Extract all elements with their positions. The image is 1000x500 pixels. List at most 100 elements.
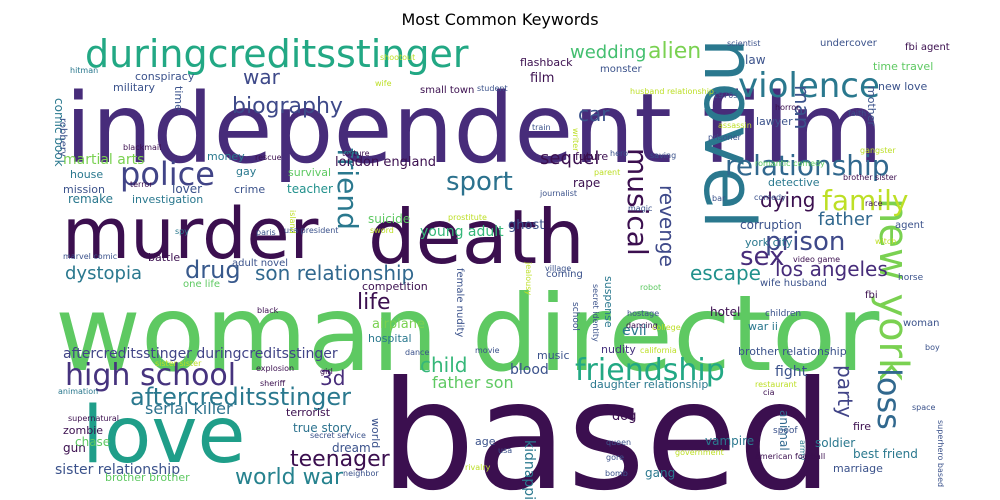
- word-house: house: [70, 168, 103, 181]
- word-gore: gore: [606, 453, 624, 462]
- word-1970s: 1970s: [713, 91, 738, 100]
- word-robbery: robbery: [57, 118, 68, 157]
- word-secret-service: secret service: [310, 431, 366, 440]
- word-party: party: [833, 365, 857, 418]
- word-mother: mother: [865, 86, 878, 126]
- word-college: college: [652, 323, 681, 332]
- word-father-son: father son: [432, 373, 514, 392]
- word-airplane: airplane: [372, 317, 425, 332]
- word-time-travel: time travel: [873, 60, 933, 73]
- word-witch: witch: [875, 237, 896, 246]
- word-novel: novel: [688, 38, 770, 229]
- word-soldier: soldier: [815, 436, 855, 450]
- word-detective: detective: [768, 176, 820, 189]
- word-island: island: [288, 210, 297, 234]
- word-bar: bar: [712, 194, 726, 203]
- word-military: military: [113, 81, 155, 94]
- word-family: family: [822, 184, 908, 217]
- word-writer: writer: [571, 128, 580, 152]
- word-police: police: [120, 155, 215, 193]
- word-prostitute: prostitute: [448, 213, 487, 222]
- word-dream: dream: [332, 441, 371, 455]
- word-dying: dying: [760, 188, 815, 212]
- word-true-story: true story: [293, 421, 352, 435]
- word-restaurant: restaurant: [755, 380, 797, 389]
- word-film: film: [530, 71, 554, 86]
- word-comedy: comedy: [754, 193, 786, 202]
- word-cia: cia: [763, 388, 775, 397]
- word-competition: competition: [362, 280, 428, 293]
- word-sheriff: sheriff: [260, 379, 286, 388]
- word-train: train: [532, 123, 551, 132]
- word-mission: mission: [63, 183, 105, 196]
- word-horror: horror: [775, 103, 800, 112]
- word-fire: fire: [853, 420, 871, 433]
- word-evil: evil: [622, 323, 647, 339]
- word-terror: terror: [130, 180, 153, 189]
- word-london-england: london england: [335, 155, 436, 170]
- word-suspense: suspense: [602, 276, 615, 328]
- word-loss: loss: [870, 368, 908, 430]
- word-music: music: [537, 349, 570, 362]
- word-small-town: small town: [420, 85, 474, 96]
- word-battle: battle: [148, 251, 180, 264]
- word-school: school: [570, 302, 580, 331]
- word-gang: gang: [645, 466, 675, 480]
- word-ghost: ghost: [508, 218, 544, 233]
- word-law: law: [745, 53, 766, 67]
- word-lover: lover: [172, 182, 202, 196]
- word-woman: woman: [903, 318, 940, 329]
- word-adult-novel: adult novel: [232, 258, 288, 269]
- word-teacher: teacher: [287, 182, 333, 196]
- word-child: child: [420, 353, 467, 377]
- word-sister-relationship: sister relationship: [55, 462, 180, 478]
- word-gay: gay: [236, 165, 257, 178]
- word-alien: alien: [648, 39, 701, 64]
- word-spoof: spoof: [773, 426, 798, 436]
- word-kidnapping: kidnapping: [521, 440, 537, 500]
- word-dance: dance: [405, 348, 429, 357]
- word-wife-husband: wife husband: [760, 278, 827, 289]
- word-wedding: wedding: [570, 42, 646, 63]
- word-sport: sport: [446, 167, 513, 197]
- word-rape: rape: [573, 176, 600, 190]
- word-assassin: assassin: [718, 121, 752, 130]
- word-future: future: [575, 150, 608, 163]
- word-father: father: [818, 209, 873, 230]
- word-black: black: [257, 306, 279, 315]
- word-friendship: friendship: [575, 353, 725, 388]
- word-new-love: new love: [878, 80, 928, 93]
- word-hostage: hostage: [627, 309, 659, 318]
- word-biography: biography: [232, 94, 343, 119]
- word-brother-sister: brother sister: [843, 173, 898, 182]
- word-robot: robot: [640, 283, 661, 292]
- word-conspiracy: conspiracy: [135, 70, 195, 83]
- word-high-school: high school: [65, 358, 236, 393]
- word-york-city: york city: [745, 236, 793, 249]
- word-gun: gun: [63, 441, 86, 455]
- word-vampire: vampire: [705, 434, 754, 448]
- word-parent: parent: [594, 168, 620, 177]
- word-nudity: nudity: [601, 343, 636, 356]
- word-war: war: [243, 65, 281, 89]
- word-3d: 3d: [320, 366, 345, 390]
- word-marriage: marriage: [833, 462, 883, 475]
- word-remake: remake: [68, 192, 113, 206]
- word-age: age: [475, 435, 496, 448]
- word-neighbor: neighbor: [343, 469, 379, 478]
- word-hero: hero: [610, 149, 628, 158]
- word-student: student: [477, 84, 508, 93]
- word-violence: violence: [738, 66, 880, 106]
- word-comic-book: comic book: [52, 98, 66, 167]
- word-world: world: [369, 418, 382, 448]
- word-spy: spy: [175, 227, 189, 236]
- word-survival: survival: [288, 166, 331, 179]
- word-usa-president: usa president: [284, 226, 338, 235]
- word-based: based: [380, 350, 833, 500]
- word-explosion: explosion: [256, 364, 294, 373]
- word-undercover: undercover: [820, 38, 878, 49]
- word-animation: animation: [58, 387, 98, 396]
- word-terrorist: terrorist: [286, 406, 331, 419]
- word-torture: torture: [342, 149, 370, 158]
